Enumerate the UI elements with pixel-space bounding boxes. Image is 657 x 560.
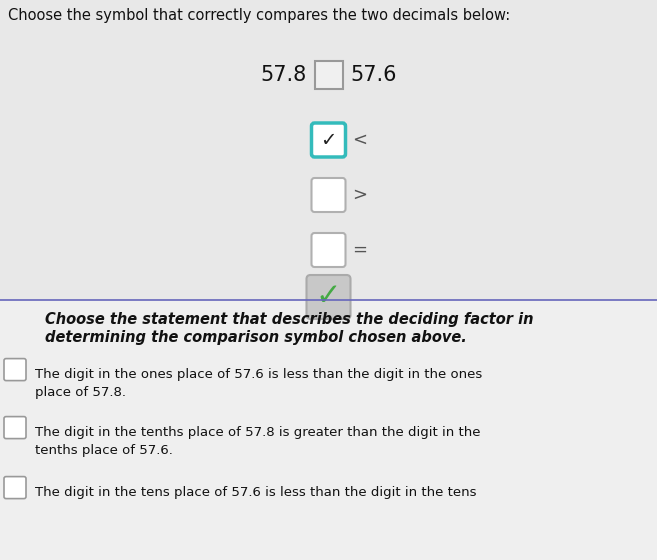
Text: 57.6: 57.6 [350, 65, 397, 85]
FancyBboxPatch shape [0, 300, 657, 560]
Text: The digit in the ones place of 57.6 is less than the digit in the ones
place of : The digit in the ones place of 57.6 is l… [35, 367, 482, 399]
FancyBboxPatch shape [315, 61, 342, 89]
Text: 57.8: 57.8 [260, 65, 307, 85]
Text: Choose the symbol that correctly compares the two decimals below:: Choose the symbol that correctly compare… [8, 8, 510, 23]
FancyBboxPatch shape [0, 0, 657, 300]
FancyBboxPatch shape [311, 178, 346, 212]
FancyBboxPatch shape [307, 275, 350, 319]
Text: ✓: ✓ [321, 130, 336, 150]
Text: The digit in the tenths place of 57.8 is greater than the digit in the
tenths pl: The digit in the tenths place of 57.8 is… [35, 426, 480, 456]
Text: =: = [353, 241, 367, 259]
FancyBboxPatch shape [311, 123, 346, 157]
FancyBboxPatch shape [4, 358, 26, 381]
FancyBboxPatch shape [4, 477, 26, 498]
FancyBboxPatch shape [4, 417, 26, 438]
Text: The digit in the tens place of 57.6 is less than the digit in the tens: The digit in the tens place of 57.6 is l… [35, 486, 476, 498]
Text: >: > [353, 186, 367, 204]
Text: ✓: ✓ [316, 282, 341, 311]
Text: determining the comparison symbol chosen above.: determining the comparison symbol chosen… [45, 330, 466, 344]
Text: Choose the statement that describes the deciding factor in: Choose the statement that describes the … [45, 311, 533, 326]
Text: <: < [353, 131, 367, 149]
FancyBboxPatch shape [311, 233, 346, 267]
